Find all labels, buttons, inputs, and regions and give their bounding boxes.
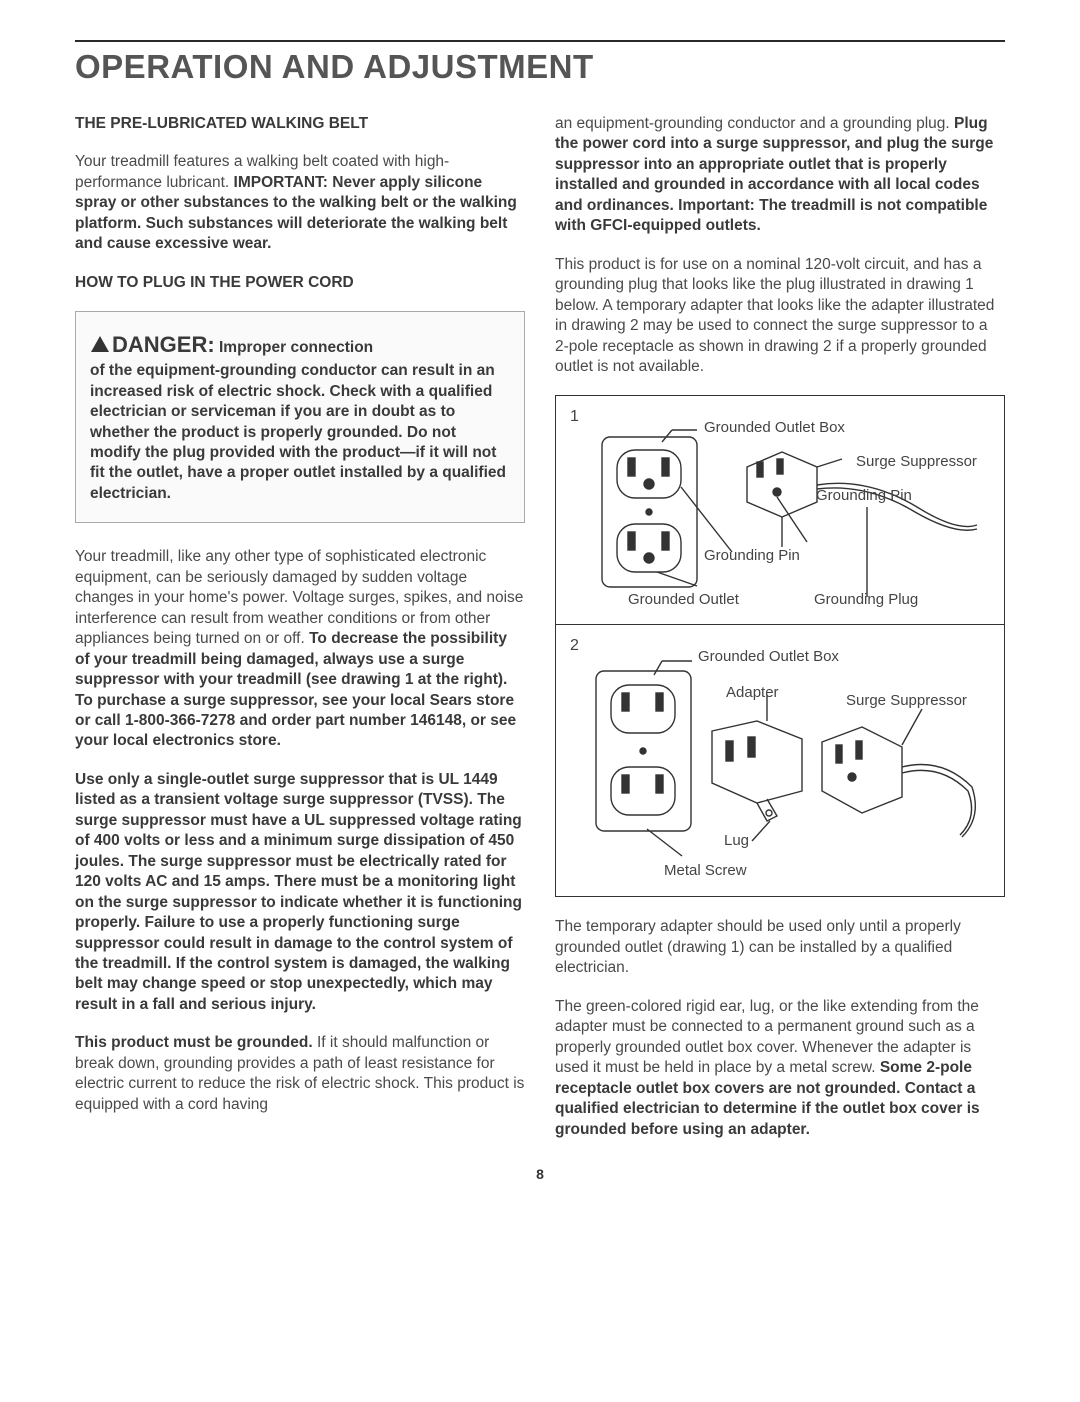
- danger-lead: Improper connection: [215, 339, 373, 356]
- para-plug-intro: an equipment-grounding conductor and a g…: [555, 115, 954, 132]
- figure-box: 1: [555, 395, 1005, 897]
- danger-callout: DANGER: Improper connection of the equip…: [75, 311, 525, 523]
- para-circuit: This product is for use on a nominal 120…: [555, 255, 1005, 378]
- danger-label: DANGER:: [112, 332, 215, 357]
- two-column-layout: THE PRE-LUBRICATED WALKING BELT Your tre…: [75, 114, 1005, 1158]
- para-ul1449: Use only a single-outlet surge suppresso…: [75, 770, 525, 1015]
- para-green-lug: The green-colored rigid ear, lug, or the…: [555, 997, 1005, 1140]
- para-grounded: This product must be grounded. If it sho…: [75, 1033, 525, 1115]
- label-metal-screw: Metal Screw: [664, 861, 747, 881]
- label-surge-suppressor-2: Surge Suppressor: [846, 691, 967, 711]
- label-lug: Lug: [724, 831, 749, 851]
- para-surge-instruction: To decrease the possibility of your trea…: [75, 630, 516, 749]
- label-grounded-outlet: Grounded Outlet: [628, 590, 739, 610]
- outlet-diagram-2: [562, 631, 982, 877]
- label-grounding-plug: Grounding Plug: [814, 590, 918, 610]
- warning-triangle-icon: [90, 335, 110, 353]
- figure-panel-1: 1: [556, 396, 1004, 624]
- label-grounding-pin-1b: Grounding Pin: [704, 546, 800, 566]
- danger-body: of the equipment-grounding conductor can…: [90, 361, 510, 504]
- label-surge-suppressor-1: Surge Suppressor: [856, 452, 977, 472]
- left-column: THE PRE-LUBRICATED WALKING BELT Your tre…: [75, 114, 525, 1158]
- heading-powercord: HOW TO PLUG IN THE POWER CORD: [75, 273, 525, 293]
- para-temp-adapter: The temporary adapter should be used onl…: [555, 917, 1005, 978]
- label-grounded-outlet-box-2: Grounded Outlet Box: [698, 647, 839, 667]
- para-belt: Your treadmill features a walking belt c…: [75, 152, 525, 254]
- label-adapter: Adapter: [726, 683, 779, 703]
- figure-panel-2: 2: [556, 624, 1004, 896]
- page-title: OPERATION AND ADJUSTMENT: [75, 48, 1005, 86]
- para-plug-instruction: Plug the power cord into a surge suppres…: [555, 115, 993, 234]
- page-number: 8: [75, 1166, 1005, 1182]
- para-plug: an equipment-grounding conductor and a g…: [555, 114, 1005, 237]
- right-column: an equipment-grounding conductor and a g…: [555, 114, 1005, 1158]
- para-surge: Your treadmill, like any other type of s…: [75, 547, 525, 752]
- label-grounded-outlet-box-1: Grounded Outlet Box: [704, 418, 845, 438]
- top-rule: [75, 40, 1005, 42]
- heading-walking-belt: THE PRE-LUBRICATED WALKING BELT: [75, 114, 525, 134]
- label-grounding-pin-1a: Grounding Pin: [816, 486, 912, 506]
- para-grounded-lead: This product must be grounded.: [75, 1034, 317, 1051]
